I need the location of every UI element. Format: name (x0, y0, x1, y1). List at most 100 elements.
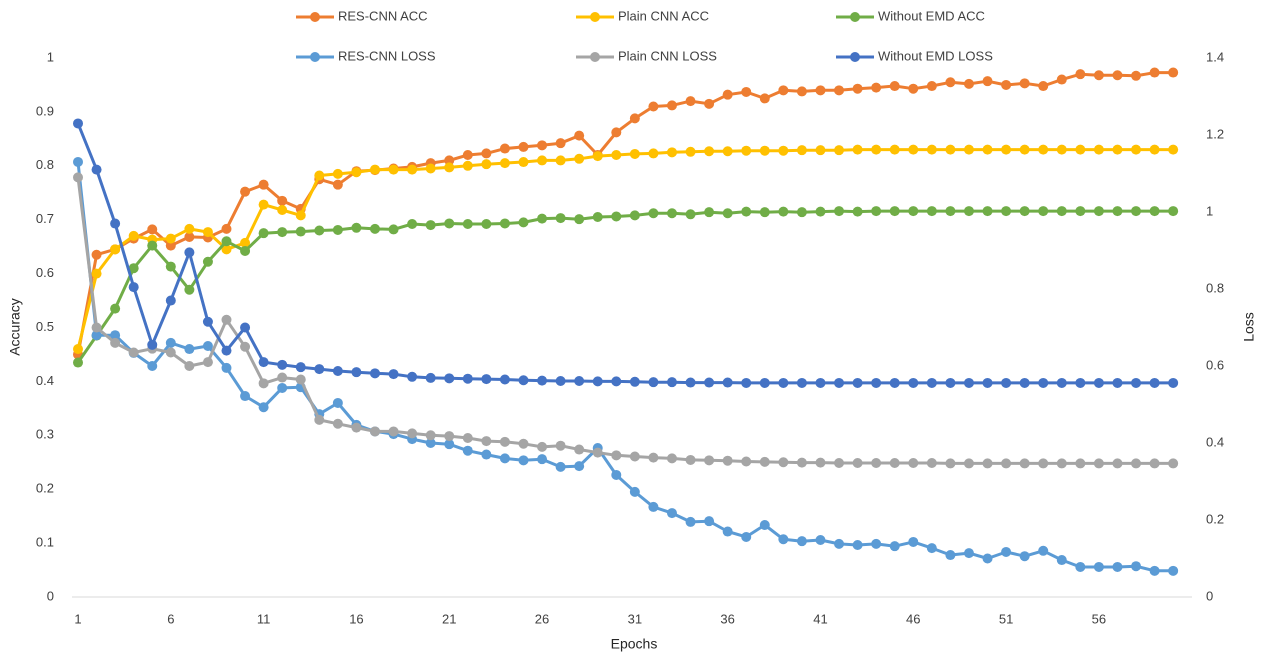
data-point (852, 144, 863, 155)
legend-marker (310, 52, 320, 62)
data-point (982, 206, 993, 217)
data-point (648, 148, 659, 159)
data-point (592, 447, 603, 458)
data-point (555, 376, 566, 387)
data-point (1001, 546, 1012, 557)
data-point (815, 535, 826, 546)
y2-tick-label: 0.2 (1206, 511, 1224, 526)
data-point (499, 453, 510, 464)
data-point (555, 461, 566, 472)
data-point (982, 458, 993, 469)
data-point (704, 516, 715, 527)
data-point (815, 85, 826, 96)
data-point (537, 375, 548, 386)
legend-marker (310, 12, 320, 22)
y-tick-label: 0.4 (36, 373, 54, 388)
series-line (76, 177, 1174, 465)
data-point (685, 96, 696, 107)
data-point (1149, 565, 1160, 576)
data-point (202, 357, 213, 368)
data-point (1075, 69, 1086, 80)
data-point (834, 377, 845, 388)
data-point (982, 76, 993, 87)
data-point (518, 375, 529, 386)
data-point (202, 316, 213, 327)
data-point (852, 377, 863, 388)
data-point (741, 531, 752, 542)
data-point (1149, 377, 1160, 388)
data-point (277, 359, 288, 370)
data-point (499, 436, 510, 447)
data-point (258, 402, 269, 413)
data-point (871, 377, 882, 388)
data-point (499, 218, 510, 229)
data-point (648, 452, 659, 463)
data-point (332, 224, 343, 235)
data-point (462, 219, 473, 230)
data-point (666, 453, 677, 464)
data-point (388, 224, 399, 235)
y-tick-label: 0.7 (36, 211, 54, 226)
data-point (722, 89, 733, 100)
data-point (685, 516, 696, 527)
legend-marker (850, 52, 860, 62)
data-point (221, 223, 232, 234)
data-point (685, 209, 696, 220)
data-point (518, 438, 529, 449)
data-point (778, 457, 789, 468)
data-point (537, 155, 548, 166)
data-point (110, 303, 121, 314)
series (73, 206, 1179, 368)
data-point (648, 101, 659, 112)
data-point (759, 207, 770, 218)
data-point (722, 455, 733, 466)
data-point (574, 130, 585, 141)
data-point (91, 164, 102, 175)
data-point (926, 206, 937, 217)
data-point (574, 153, 585, 164)
data-point (889, 541, 900, 552)
data-point (165, 337, 176, 348)
data-point (258, 179, 269, 190)
x-tick-label: 56 (1092, 611, 1106, 626)
data-point (908, 536, 919, 547)
data-point (1093, 458, 1104, 469)
data-point (574, 376, 585, 387)
x-tick-label: 11 (257, 611, 271, 626)
data-point (871, 538, 882, 549)
data-point (945, 144, 956, 155)
data-point (629, 451, 640, 462)
data-point (537, 140, 548, 151)
data-point (1001, 144, 1012, 155)
data-point (388, 369, 399, 380)
data-point (871, 144, 882, 155)
data-point (1019, 377, 1030, 388)
data-point (332, 168, 343, 179)
data-point (277, 227, 288, 238)
x-tick-label: 21 (442, 611, 456, 626)
data-point (1093, 561, 1104, 572)
series (73, 156, 1179, 576)
data-point (926, 81, 937, 92)
data-point (499, 158, 510, 169)
data-point (73, 344, 83, 355)
data-point (481, 148, 492, 159)
data-point (240, 186, 251, 197)
data-point (611, 450, 622, 461)
data-point (73, 357, 83, 368)
data-point (518, 157, 529, 168)
data-point (258, 378, 269, 389)
data-point (462, 432, 473, 443)
data-point (184, 284, 195, 295)
data-point (796, 145, 807, 156)
y2-tick-label: 0.6 (1206, 357, 1224, 372)
data-point (592, 151, 603, 162)
data-point (629, 486, 640, 497)
data-point (110, 337, 121, 348)
data-point (165, 347, 176, 358)
series (73, 67, 1179, 360)
y-tick-label: 0 (47, 588, 54, 603)
data-point (537, 454, 548, 465)
data-point (165, 261, 176, 272)
data-point (258, 199, 269, 210)
